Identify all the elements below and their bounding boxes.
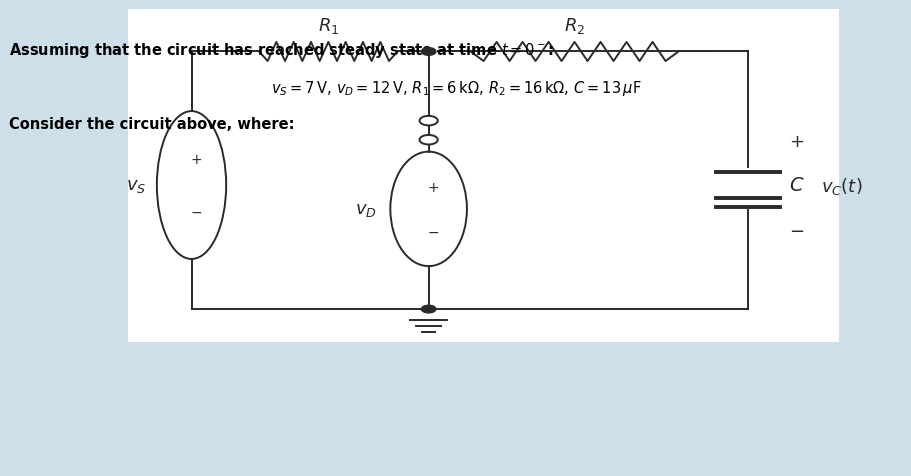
Text: $v_C(t)$: $v_C(t)$ [820,175,861,196]
Text: Assuming that the circuit has reached steady state at time $t = 0^-$:: Assuming that the circuit has reached st… [9,40,553,60]
Text: $v_D$: $v_D$ [354,200,376,218]
Circle shape [419,117,437,126]
Text: $-$: $-$ [189,205,202,219]
Circle shape [421,306,435,313]
Text: $R_2$: $R_2$ [563,16,585,36]
Text: $C$: $C$ [788,177,804,195]
Text: $+$: $+$ [788,132,804,150]
Text: $R_1$: $R_1$ [317,16,339,36]
Text: $+$: $+$ [189,152,202,167]
Circle shape [421,49,435,56]
Text: $+$: $+$ [426,181,439,195]
Circle shape [419,136,437,145]
Text: $-$: $-$ [426,224,439,238]
Text: $v_S = 7\,\mathrm{V},\,v_D = 12\,\mathrm{V},\,R_1 = 6\,\mathrm{k}\Omega,\,R_2 = : $v_S = 7\,\mathrm{V},\,v_D = 12\,\mathrm… [271,79,640,98]
Text: $-$: $-$ [788,221,804,239]
Text: Consider the circuit above, where:: Consider the circuit above, where: [9,117,294,131]
Text: $v_S$: $v_S$ [126,177,146,195]
FancyBboxPatch shape [128,10,838,343]
